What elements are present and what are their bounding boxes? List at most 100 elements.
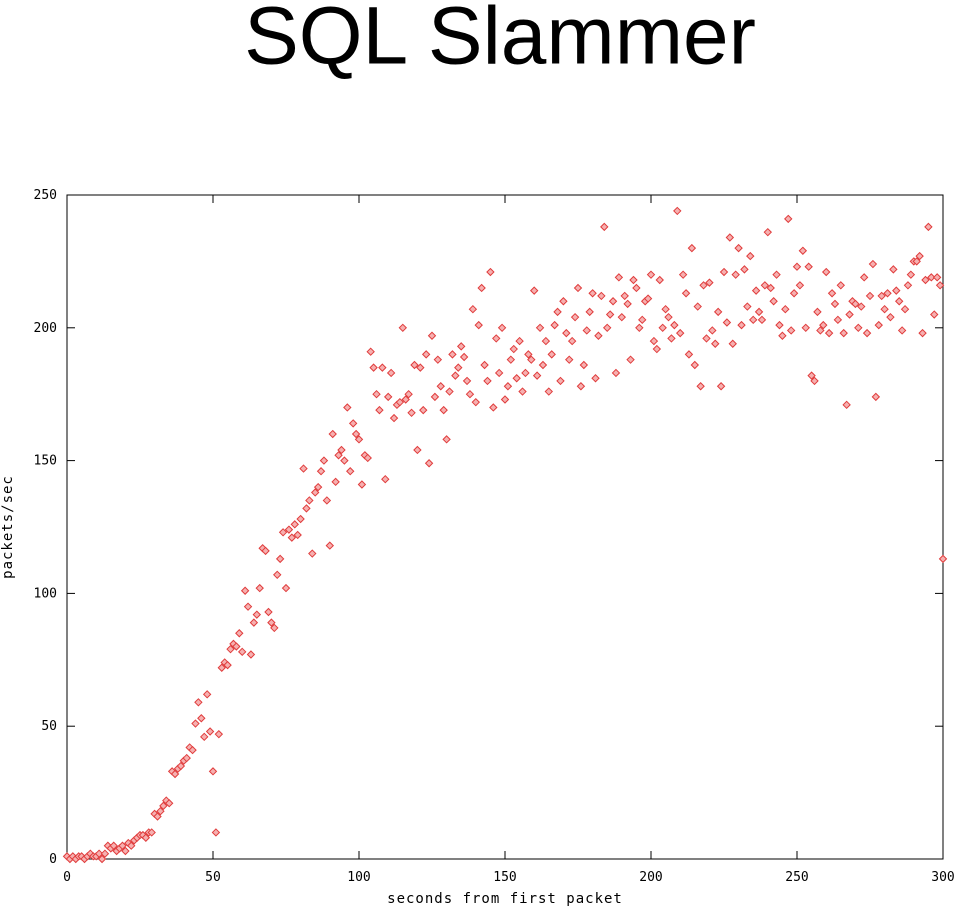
point — [235, 629, 244, 638]
point — [696, 382, 705, 391]
point — [386, 368, 396, 378]
point — [661, 305, 670, 314]
point — [807, 371, 816, 380]
point — [553, 307, 562, 317]
point — [404, 389, 413, 399]
point — [673, 206, 682, 216]
point — [652, 344, 662, 354]
point — [547, 350, 556, 359]
point — [626, 355, 635, 364]
point — [728, 339, 737, 348]
x-tick-label: 0 — [63, 870, 71, 885]
point — [436, 382, 445, 391]
x-tick-label: 100 — [347, 870, 370, 885]
point — [781, 305, 790, 314]
point — [284, 525, 294, 534]
point — [302, 504, 311, 513]
point — [938, 554, 948, 564]
point — [859, 273, 869, 282]
x-tick-label: 150 — [493, 870, 516, 885]
point — [486, 267, 495, 277]
point — [211, 828, 221, 837]
point — [719, 267, 729, 277]
point — [544, 387, 554, 396]
point — [512, 374, 521, 383]
point — [629, 275, 638, 285]
point — [784, 214, 793, 224]
point — [716, 382, 726, 391]
point — [454, 363, 463, 372]
point — [462, 376, 472, 386]
point — [243, 602, 253, 611]
point — [874, 320, 883, 330]
point — [772, 270, 781, 279]
point — [401, 395, 410, 404]
point — [792, 262, 802, 271]
point — [862, 328, 872, 338]
point — [527, 355, 536, 364]
point — [757, 315, 767, 325]
point — [357, 480, 367, 489]
point — [570, 312, 580, 322]
point — [308, 549, 317, 558]
point — [754, 307, 764, 317]
point — [94, 849, 104, 858]
point — [573, 283, 583, 293]
point — [722, 318, 732, 327]
point — [880, 305, 889, 314]
point — [194, 698, 203, 707]
point — [845, 310, 854, 319]
point — [202, 690, 212, 699]
point — [532, 371, 542, 380]
point — [97, 854, 107, 864]
point — [226, 644, 235, 654]
point — [760, 281, 770, 290]
point — [579, 360, 589, 370]
point — [197, 714, 206, 723]
point — [611, 368, 621, 378]
point — [842, 400, 851, 410]
point — [924, 222, 933, 232]
point — [675, 328, 685, 338]
point — [565, 355, 574, 364]
point — [389, 413, 399, 423]
point — [591, 374, 600, 383]
point — [602, 323, 612, 333]
point — [915, 251, 924, 261]
point — [684, 350, 694, 359]
point — [319, 456, 329, 465]
point — [678, 270, 688, 279]
point — [267, 618, 276, 627]
point — [451, 371, 460, 380]
point — [839, 328, 848, 338]
point — [381, 474, 390, 484]
point — [851, 299, 860, 309]
point — [334, 451, 343, 460]
point — [889, 265, 898, 274]
point — [830, 299, 840, 309]
point — [658, 323, 667, 333]
point — [223, 660, 232, 670]
point — [918, 328, 927, 338]
point — [713, 307, 723, 317]
point — [877, 291, 886, 301]
point — [325, 541, 335, 550]
point — [506, 355, 516, 364]
point — [156, 806, 165, 816]
point — [459, 352, 469, 362]
point — [421, 350, 431, 359]
point — [894, 297, 904, 306]
point — [883, 289, 892, 298]
point — [109, 841, 118, 850]
point — [731, 270, 740, 279]
y-tick-label: 100 — [34, 586, 57, 601]
point — [372, 389, 381, 399]
point — [813, 307, 822, 317]
point — [375, 405, 384, 415]
point — [801, 323, 810, 333]
point — [638, 315, 647, 325]
point — [588, 289, 597, 298]
point — [567, 336, 577, 346]
point — [518, 387, 527, 396]
point — [287, 533, 297, 542]
